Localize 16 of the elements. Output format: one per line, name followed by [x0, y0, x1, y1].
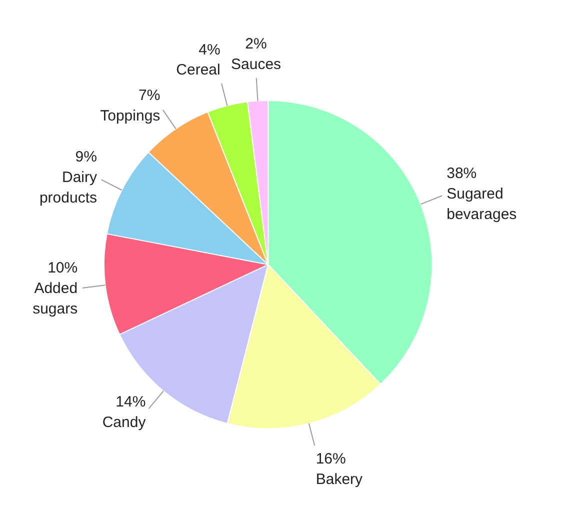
data-label: 9%	[75, 148, 98, 166]
data-label: 16%	[316, 450, 346, 468]
slice-label: Candy	[102, 414, 146, 432]
slice-label: Toppings	[100, 108, 160, 125]
slice-label: Bakery	[316, 470, 364, 488]
slice-label: Added sugars	[32, 280, 78, 318]
data-label: 4%	[198, 41, 220, 58]
slice-label: Cereal	[176, 62, 220, 79]
slice-label: Dairy products	[39, 168, 98, 206]
slice-label: Sauces	[231, 56, 282, 74]
data-label: 38%	[446, 165, 477, 182]
data-label: 2%	[245, 36, 267, 53]
data-label: 10%	[48, 260, 78, 277]
slice-label: Sugared bevarages	[446, 185, 517, 223]
data-label: 14%	[116, 394, 146, 411]
data-label: 7%	[138, 87, 160, 104]
